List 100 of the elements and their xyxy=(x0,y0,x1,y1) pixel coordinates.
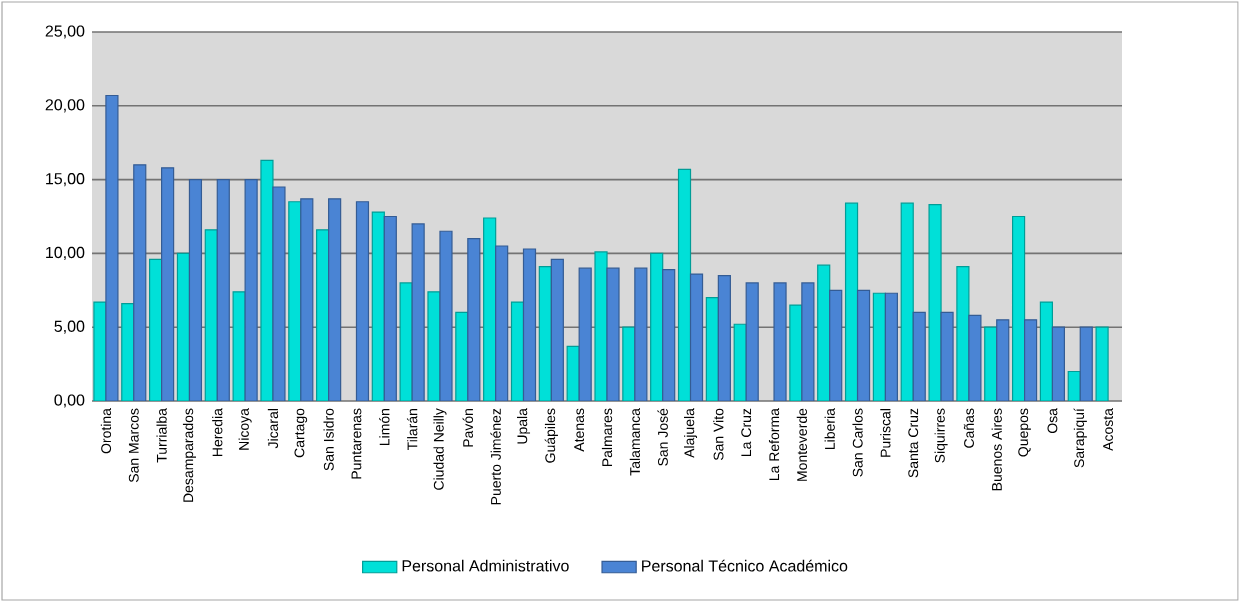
bar xyxy=(996,319,1010,402)
bar xyxy=(717,274,731,402)
x-tick-label: Atenas xyxy=(574,408,585,452)
bar xyxy=(650,252,664,402)
x-tick-label: Puriscal xyxy=(880,409,891,457)
bar xyxy=(968,314,982,402)
x-tick-label: Upala xyxy=(516,408,531,444)
bar xyxy=(705,297,719,402)
bar xyxy=(606,267,620,402)
x-tick-label: Sarapiquí xyxy=(1073,408,1087,468)
bar xyxy=(355,201,370,402)
bar xyxy=(844,202,859,402)
y-tick-label: 20,00 xyxy=(45,99,85,113)
x-tick-label: Pavón xyxy=(462,408,474,447)
x-tick-label: Cartago xyxy=(294,408,308,458)
bar xyxy=(1051,326,1066,402)
x-tick-label: Cañas xyxy=(963,408,974,448)
bar xyxy=(188,179,203,402)
bar xyxy=(300,198,314,402)
bar xyxy=(216,179,230,402)
x-tick-label: Palmares xyxy=(601,408,613,467)
bar xyxy=(328,198,342,402)
x-tick-label: San Carlos xyxy=(852,408,863,477)
x-tick-label: Desamparados xyxy=(182,408,196,502)
x-tick-label: Ciudad Neilly xyxy=(433,408,447,490)
bar xyxy=(495,245,509,402)
x-tick-label: Puerto Jiménez xyxy=(490,408,501,505)
x-tick-label: Acosta xyxy=(1103,408,1113,451)
bar xyxy=(677,168,692,402)
bar xyxy=(176,252,191,402)
bar xyxy=(149,258,163,402)
x-tick-label: San Vito xyxy=(713,408,724,461)
bar xyxy=(1023,319,1038,402)
x-tick-label: Alajuela xyxy=(684,408,698,458)
bar xyxy=(133,164,147,402)
bar xyxy=(634,267,648,402)
bar xyxy=(383,215,397,402)
bar xyxy=(272,186,286,402)
bar xyxy=(817,264,831,402)
bar xyxy=(161,167,175,402)
bar xyxy=(912,311,926,402)
x-tick-label: Puntarenas xyxy=(351,408,362,479)
x-tick-label: Jicaral xyxy=(267,409,279,449)
y-tick-label: 15,00 xyxy=(46,173,85,187)
x-tick-label: Turrialba xyxy=(156,408,167,463)
x-tick-label: Liberia xyxy=(824,408,835,449)
x-tick-label: Tilarán xyxy=(406,409,418,451)
x-tick-label: Osa xyxy=(1047,408,1058,434)
bar xyxy=(872,292,886,402)
bar xyxy=(745,282,759,402)
bar xyxy=(900,202,914,402)
x-tick-label: Orotina xyxy=(100,408,112,454)
y-tick-label: 0,00 xyxy=(54,394,85,408)
bar xyxy=(411,223,425,402)
bar xyxy=(550,258,564,402)
x-tick-label: La Reforma xyxy=(768,408,780,481)
x-tick-label: Limón xyxy=(379,409,390,446)
bar xyxy=(801,282,815,402)
bar xyxy=(483,217,497,402)
bar xyxy=(439,230,453,402)
x-tick-label: Siquirres xyxy=(934,408,948,463)
bar xyxy=(773,282,787,402)
bar xyxy=(884,292,898,402)
bar xyxy=(105,94,119,402)
bar xyxy=(733,323,747,402)
bar xyxy=(689,273,704,402)
x-tick-label: Guápiles xyxy=(544,408,558,463)
bar xyxy=(204,229,218,402)
bar xyxy=(1011,215,1026,402)
bar xyxy=(1039,301,1054,402)
bar xyxy=(940,311,954,402)
x-tick-label: La Cruz xyxy=(741,408,752,456)
x-tick-label: Heredia xyxy=(212,408,223,456)
bar xyxy=(522,248,537,402)
bar xyxy=(662,269,676,402)
x-tick-label: Monteverde xyxy=(796,408,807,481)
bar xyxy=(510,301,525,402)
bar xyxy=(316,229,330,402)
bar xyxy=(856,289,871,402)
x-tick-label: San Marcos xyxy=(128,408,139,483)
bar xyxy=(578,267,592,402)
bar xyxy=(538,266,552,402)
bar xyxy=(455,311,469,402)
y-tick-label: 25,00 xyxy=(45,25,85,39)
x-tick-label: San José xyxy=(657,408,668,466)
bar xyxy=(244,179,258,402)
x-tick-label: Santa Cruz xyxy=(908,408,919,478)
x-tick-label: Quepos xyxy=(1018,408,1031,457)
legend-label: Personal Técnico Académico xyxy=(642,559,848,572)
bar xyxy=(467,238,481,402)
y-tick-label: 5,00 xyxy=(54,320,85,334)
x-tick-label: San Isidro xyxy=(323,408,334,471)
x-tick-label: Nicoya xyxy=(238,408,252,450)
bar xyxy=(121,302,135,402)
x-tick-label: Buenos Aires xyxy=(991,408,1002,491)
bar xyxy=(1079,326,1093,402)
x-tick-label: Talamanca xyxy=(629,408,640,476)
bar xyxy=(371,211,385,402)
bar xyxy=(829,289,843,402)
legend-label: Personal Administrativo xyxy=(402,559,569,572)
